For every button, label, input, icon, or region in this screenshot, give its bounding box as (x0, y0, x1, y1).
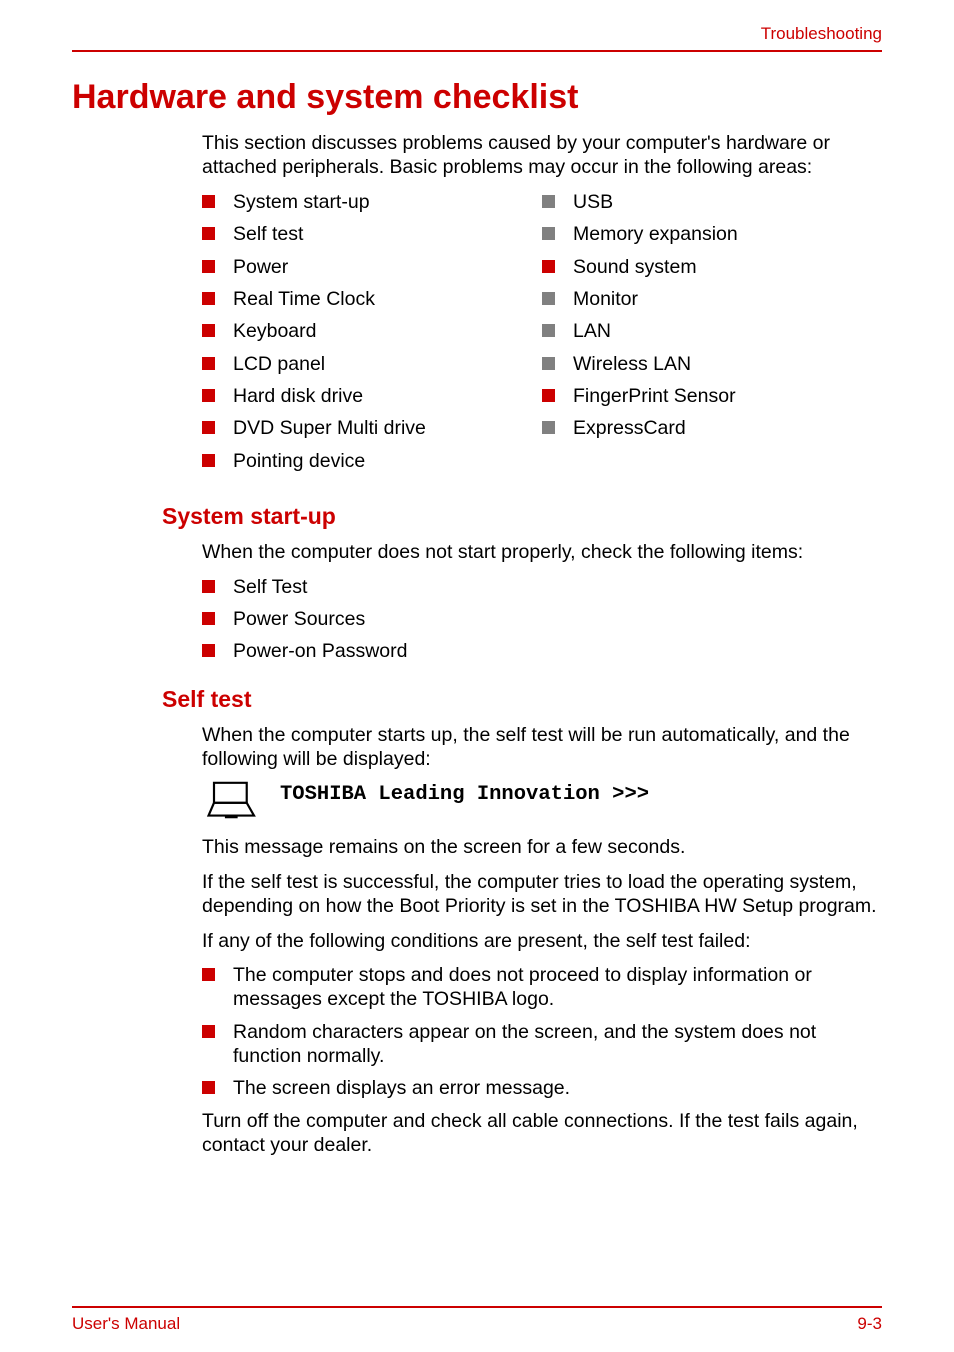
checklist-left-text: Self test (233, 222, 303, 246)
checklist-right-item: Sound system (542, 255, 882, 279)
checklist-right-text: Wireless LAN (573, 352, 691, 376)
bullet-icon (202, 421, 215, 434)
bullet-icon (202, 1081, 215, 1094)
fail-list: The computer stops and does not proceed … (202, 963, 882, 1101)
checklist-left-text: LCD panel (233, 352, 325, 376)
page-content: Hardware and system checklist This secti… (72, 78, 882, 1158)
checklist-right-item: Monitor (542, 287, 882, 311)
checklist-right-text: FingerPrint Sensor (573, 384, 736, 408)
checklist-col-right: USB Memory expansion Sound system Monitor LA… (542, 190, 882, 481)
checklist-left-item: Hard disk drive (202, 384, 542, 408)
checklist-right-text: Memory expansion (573, 222, 738, 246)
bullet-icon (202, 227, 215, 240)
footer-right: 9-3 (857, 1314, 882, 1334)
intro-paragraph: This section discusses problems caused b… (202, 131, 882, 180)
bullet-icon (542, 421, 555, 434)
fail-item: The screen displays an error message. (202, 1076, 882, 1100)
bullet-icon (202, 357, 215, 370)
checklist-left-text: Pointing device (233, 449, 365, 473)
checklist-left-text: Power (233, 255, 288, 279)
boot-message-text: TOSHIBA Leading Innovation >>> (280, 781, 649, 806)
checklist-left-text: DVD Super Multi drive (233, 416, 426, 440)
checklist-left-item: LCD panel (202, 352, 542, 376)
checklist-right-item: Memory expansion (542, 222, 882, 246)
bullet-icon (542, 195, 555, 208)
boot-message-row: TOSHIBA Leading Innovation >>> (202, 781, 882, 821)
bullet-icon (202, 580, 215, 593)
fail-text: Random characters appear on the screen, … (233, 1020, 882, 1069)
bullet-icon (202, 292, 215, 305)
checklist-right-item: ExpressCard (542, 416, 882, 440)
bullet-icon (202, 612, 215, 625)
startup-text: Power-on Password (233, 639, 408, 663)
section-title-selftest: Self test (162, 686, 882, 713)
selftest-p1: When the computer starts up, the self te… (202, 723, 882, 772)
checklist-left-item: Real Time Clock (202, 287, 542, 311)
bullet-icon (202, 1025, 215, 1038)
startup-item: Power Sources (202, 607, 882, 631)
footer-left: User's Manual (72, 1314, 180, 1334)
bullet-icon (202, 968, 215, 981)
checklist-right-text: USB (573, 190, 613, 214)
checklist-left-item: Keyboard (202, 319, 542, 343)
fail-text: The screen displays an error message. (233, 1076, 570, 1100)
startup-intro: When the computer does not start properl… (202, 540, 882, 564)
startup-text: Power Sources (233, 607, 365, 631)
checklist-left-text: System start-up (233, 190, 370, 214)
fail-item: The computer stops and does not proceed … (202, 963, 882, 1012)
checklist-left-text: Hard disk drive (233, 384, 363, 408)
checklist-right-item: Wireless LAN (542, 352, 882, 376)
fail-text: The computer stops and does not proceed … (233, 963, 882, 1012)
checklist-right-text: Monitor (573, 287, 638, 311)
selftest-p2: This message remains on the screen for a… (202, 835, 882, 859)
bullet-icon (542, 389, 555, 402)
section-title-hardware: Hardware and system checklist (72, 78, 882, 117)
startup-item: Power-on Password (202, 639, 882, 663)
checklist-left-item: System start-up (202, 190, 542, 214)
header-rule (72, 50, 882, 52)
section-title-startup: System start-up (162, 503, 882, 530)
header-label: Troubleshooting (761, 24, 882, 44)
checklist-right-text: ExpressCard (573, 416, 686, 440)
checklist-left-item: Self test (202, 222, 542, 246)
startup-text: Self Test (233, 575, 307, 599)
laptop-icon (206, 781, 262, 821)
bullet-icon (542, 227, 555, 240)
bullet-icon (202, 644, 215, 657)
bullet-icon (542, 260, 555, 273)
checklist-left-text: Real Time Clock (233, 287, 375, 311)
bullet-icon (202, 389, 215, 402)
fail-item: Random characters appear on the screen, … (202, 1020, 882, 1069)
checklist-left-item: DVD Super Multi drive (202, 416, 542, 440)
checklist-right-text: Sound system (573, 255, 697, 279)
checklist-columns: System start-up Self test Power Real Time C… (202, 190, 882, 481)
selftest-p3: If the self test is successful, the comp… (202, 870, 882, 919)
checklist-left-item: Pointing device (202, 449, 542, 473)
checklist-right-item: FingerPrint Sensor (542, 384, 882, 408)
checklist-right-item: LAN (542, 319, 882, 343)
startup-list: Self Test Power Sources Power-on Password (202, 575, 882, 664)
checklist-right-text: LAN (573, 319, 611, 343)
checklist-col-left: System start-up Self test Power Real Time C… (202, 190, 542, 481)
bullet-icon (542, 324, 555, 337)
startup-item: Self Test (202, 575, 882, 599)
bullet-icon (202, 195, 215, 208)
bullet-icon (542, 357, 555, 370)
bullet-icon (202, 454, 215, 467)
checklist-right-item: USB (542, 190, 882, 214)
bullet-icon (202, 324, 215, 337)
selftest-p5: Turn off the computer and check all cabl… (202, 1109, 882, 1158)
footer-rule (72, 1306, 882, 1308)
checklist-left-text: Keyboard (233, 319, 316, 343)
selftest-p4: If any of the following conditions are p… (202, 929, 882, 953)
checklist-left-item: Power (202, 255, 542, 279)
bullet-icon (542, 292, 555, 305)
bullet-icon (202, 260, 215, 273)
